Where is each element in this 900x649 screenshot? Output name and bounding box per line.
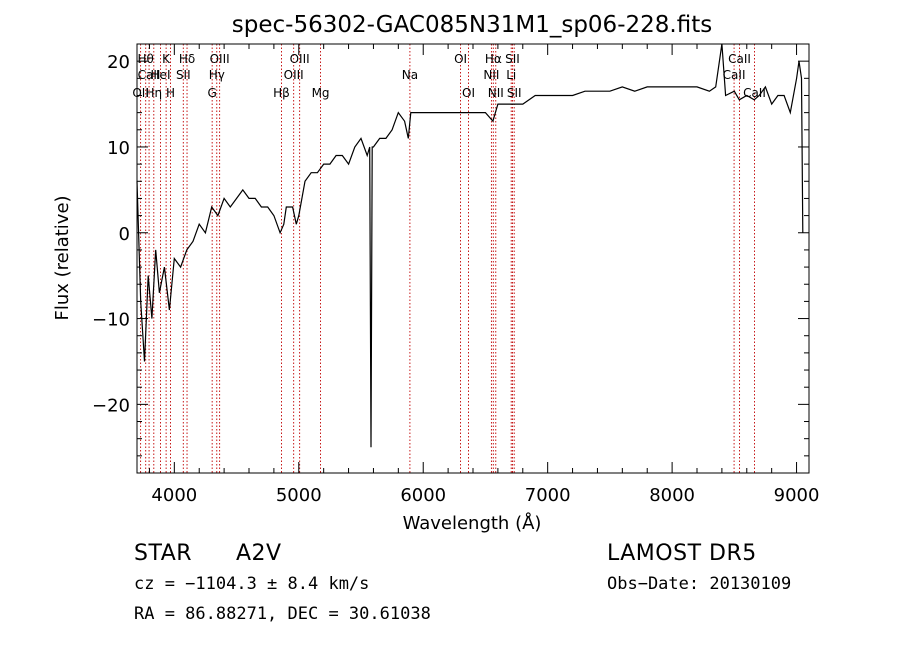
x-tick-label-1: 5000 bbox=[276, 485, 322, 506]
marker-label-16: Na bbox=[402, 68, 418, 82]
y-tick-label-0: 20 bbox=[107, 52, 130, 73]
y-axis-label: Flux (relative) bbox=[52, 195, 73, 320]
marker-label-3: Hη bbox=[145, 86, 162, 100]
emission-line-markers bbox=[140, 44, 755, 473]
marker-label-14: OIII bbox=[290, 52, 310, 66]
marker-label-23: SII bbox=[505, 52, 520, 66]
redshift-velocity: cz = −1104.3 ± 8.4 km/s bbox=[134, 574, 370, 594]
marker-label-1: Hθ bbox=[138, 52, 154, 66]
marker-label-8: Hδ bbox=[179, 52, 195, 66]
marker-label-24: SII bbox=[507, 86, 522, 100]
marker-label-19: NII bbox=[483, 68, 499, 82]
x-tick-label-4: 8000 bbox=[649, 485, 695, 506]
marker-label-20: Hα bbox=[485, 52, 502, 66]
sky-coordinates: RA = 86.88271, DEC = 30.61038 bbox=[134, 604, 431, 624]
marker-label-2: CaII bbox=[138, 68, 161, 82]
x-tick-label-0: 4000 bbox=[151, 485, 197, 506]
y-tick-label-1: 10 bbox=[107, 138, 130, 159]
marker-label-7: SII bbox=[176, 68, 191, 82]
chart-title: spec-56302-GAC085N31M1_sp06-228.fits bbox=[232, 12, 712, 38]
x-axis-label: Wavelength (Å) bbox=[403, 512, 542, 534]
marker-label-15: Mg bbox=[312, 86, 330, 100]
marker-label-10: Hγ bbox=[209, 68, 225, 82]
marker-label-4: HeI bbox=[151, 68, 171, 82]
marker-label-13: OIII bbox=[284, 68, 304, 82]
y-tick-label-3: −10 bbox=[92, 310, 130, 331]
observation-date: Obs−Date: 20130109 bbox=[607, 574, 792, 594]
object-class: STAR bbox=[134, 541, 193, 566]
survey-release: LAMOST DR5 bbox=[607, 541, 757, 566]
marker-label-22: Li bbox=[506, 68, 516, 82]
marker-label-6: H bbox=[166, 86, 175, 100]
marker-label-18: OI bbox=[462, 86, 475, 100]
y-tick-label-2: 0 bbox=[119, 224, 130, 245]
marker-label-9: G bbox=[208, 86, 217, 100]
spectrum-line bbox=[136, 43, 804, 448]
marker-label-12: Hβ bbox=[273, 86, 290, 100]
x-tick-label-5: 9000 bbox=[774, 485, 820, 506]
marker-label-21: NII bbox=[488, 86, 504, 100]
emission-line-labels: OIIHθCaIIHηHeIKHSIIHδGHγOIIIHβOIIIOIIIMg… bbox=[132, 52, 766, 100]
y-tick-label-4: −20 bbox=[92, 395, 130, 416]
y-axis-ticks: 20 10 0 −10 −20 bbox=[92, 43, 809, 457]
marker-label-11: OIII bbox=[210, 52, 230, 66]
plot-frame bbox=[136, 43, 810, 474]
marker-label-27: CaII bbox=[743, 86, 766, 100]
spectral-subclass: A2V bbox=[236, 541, 282, 566]
x-axis-ticks: 4000 5000 6000 7000 8000 9000 bbox=[148, 44, 820, 506]
marker-label-0: OII bbox=[132, 86, 149, 100]
x-tick-label-2: 6000 bbox=[400, 485, 446, 506]
marker-label-25: CaII bbox=[723, 68, 746, 82]
marker-label-26: CaII bbox=[728, 52, 751, 66]
marker-label-17: OI bbox=[454, 52, 467, 66]
marker-label-5: K bbox=[162, 52, 171, 66]
x-tick-label-3: 7000 bbox=[525, 485, 571, 506]
